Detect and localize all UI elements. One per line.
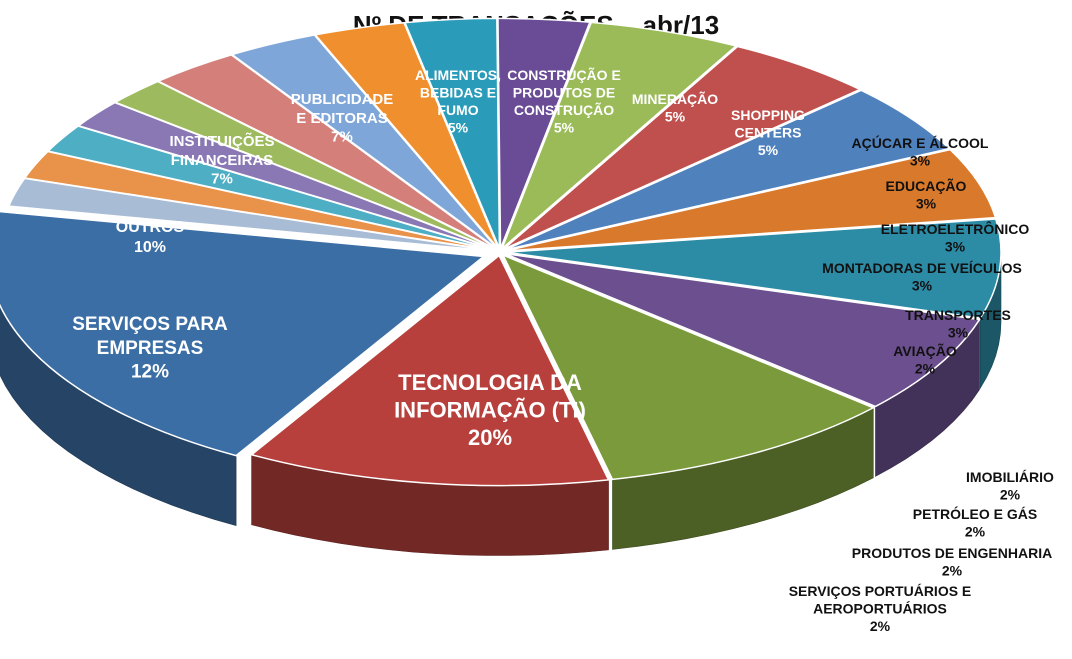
slice-label-6: AVIAÇÃO 2% <box>893 342 957 377</box>
slice-label-5: IMOBILIÁRIO 2% <box>966 469 1054 503</box>
slice-label-8: MONTADORAS DE VEÍCULOS 3% <box>822 260 1022 294</box>
pie-slice-14 <box>504 89 951 251</box>
pie-slice-13 <box>503 45 862 250</box>
pie-slice-11 <box>497 17 591 249</box>
slice-label-3: PRODUTOS DE ENGENHARIA 2% <box>852 545 1052 579</box>
slice-label-19: SERVIÇOS PARA EMPRESAS 12% <box>72 314 228 383</box>
slice-label-11: AÇÚCAR E ÁLCOOL 3% <box>852 134 989 169</box>
slice-label-15: ALIMENTOS, BEBIDAS E FUMO 5% <box>415 67 501 136</box>
slice-label-13: MINERAÇÃO 5% <box>632 90 718 125</box>
slice-label-9: ELETROELETRÔNICO 3% <box>881 220 1030 255</box>
slice-label-10: EDUCAÇÃO 3% <box>886 177 967 212</box>
slice-label-1: TECNOLOGIA DA INFORMAÇÃO (TI) 20% <box>394 370 586 450</box>
pie-top-faces <box>0 17 1002 487</box>
slice-label-7: TRANSPORTES 3% <box>905 307 1011 341</box>
slice-label-16: PUBLICIDADE E EDITORAS 7% <box>291 91 394 146</box>
slice-label-4: PETRÓLEO E GÁS 2% <box>913 505 1037 540</box>
pie-slice-15 <box>505 148 997 252</box>
pie-slice-8 <box>230 34 498 250</box>
pie-slice-17 <box>504 253 981 408</box>
slice-label-18: OUTROS 10% <box>116 219 185 256</box>
slice-label-17: INSTITUIÇÕES FINANCEIRAS 7% <box>169 132 274 188</box>
slice-label-12: SHOPPING CENTERS 5% <box>731 107 805 158</box>
slice-label-14: CONSTRUÇÃO E PRODUTOS DE CONSTRUÇÃO 5% <box>507 66 621 136</box>
pie-slice-1 <box>0 210 486 457</box>
pie-slice-10 <box>403 17 501 249</box>
pie-slice-12 <box>501 21 738 250</box>
pie-slice-19 <box>249 254 610 487</box>
pie-labels: TECNOLOGIA DA INFORMAÇÃO (TI) 20% SERVIÇOS … <box>72 66 1054 634</box>
pie-slice-18 <box>501 253 876 481</box>
pie-slice-9 <box>314 21 500 250</box>
pie-slice-16 <box>505 218 1002 319</box>
pie-slice-7 <box>156 54 497 250</box>
slice-label-2: SERVIÇOS PORTUÁRIOS E AEROPORTUÁRIOS 2% <box>789 583 972 634</box>
